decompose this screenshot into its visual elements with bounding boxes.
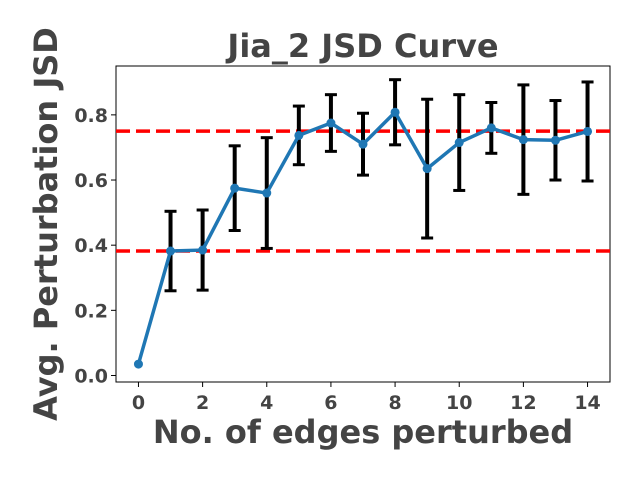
x-tick-label: 6	[324, 392, 337, 414]
data-point	[454, 138, 464, 148]
chart-title: Jia_2 JSD Curve	[225, 27, 498, 65]
y-tick-label: 0.6	[74, 170, 108, 192]
y-tick-label: 0.2	[74, 300, 108, 322]
data-point	[550, 135, 560, 145]
y-tick-label: 0.0	[74, 365, 108, 387]
data-point	[390, 107, 400, 117]
y-axis-ticks: 0.0 0.2 0.4 0.6 0.8	[74, 105, 116, 387]
data-point	[262, 188, 272, 198]
data-point	[166, 246, 176, 256]
x-tick-label: 10	[446, 392, 472, 414]
x-tick-label: 14	[574, 392, 600, 414]
x-tick-label: 12	[510, 392, 536, 414]
data-point	[230, 183, 240, 193]
y-tick-label: 0.4	[74, 235, 108, 257]
x-tick-label: 8	[388, 392, 401, 414]
data-point	[486, 123, 496, 133]
data-point	[133, 359, 143, 369]
y-axis-label: Avg. Perturbation JSD	[27, 27, 65, 421]
x-tick-label: 2	[196, 392, 209, 414]
x-axis-ticks: 0 2 4 6 8 10 12 14	[132, 382, 601, 414]
data-point	[422, 164, 432, 174]
x-axis-label: No. of edges perturbed	[153, 413, 573, 451]
data-point	[518, 135, 528, 145]
data-point	[326, 118, 336, 128]
data-point	[358, 139, 368, 149]
data-point	[198, 245, 208, 255]
x-tick-label: 4	[260, 392, 273, 414]
y-tick-label: 0.8	[74, 105, 108, 127]
plot-frame	[115, 65, 611, 383]
data-point	[294, 130, 304, 140]
x-tick-label: 0	[132, 392, 145, 414]
error-bars	[164, 78, 594, 293]
data-points	[133, 107, 593, 369]
data-point	[583, 126, 593, 136]
